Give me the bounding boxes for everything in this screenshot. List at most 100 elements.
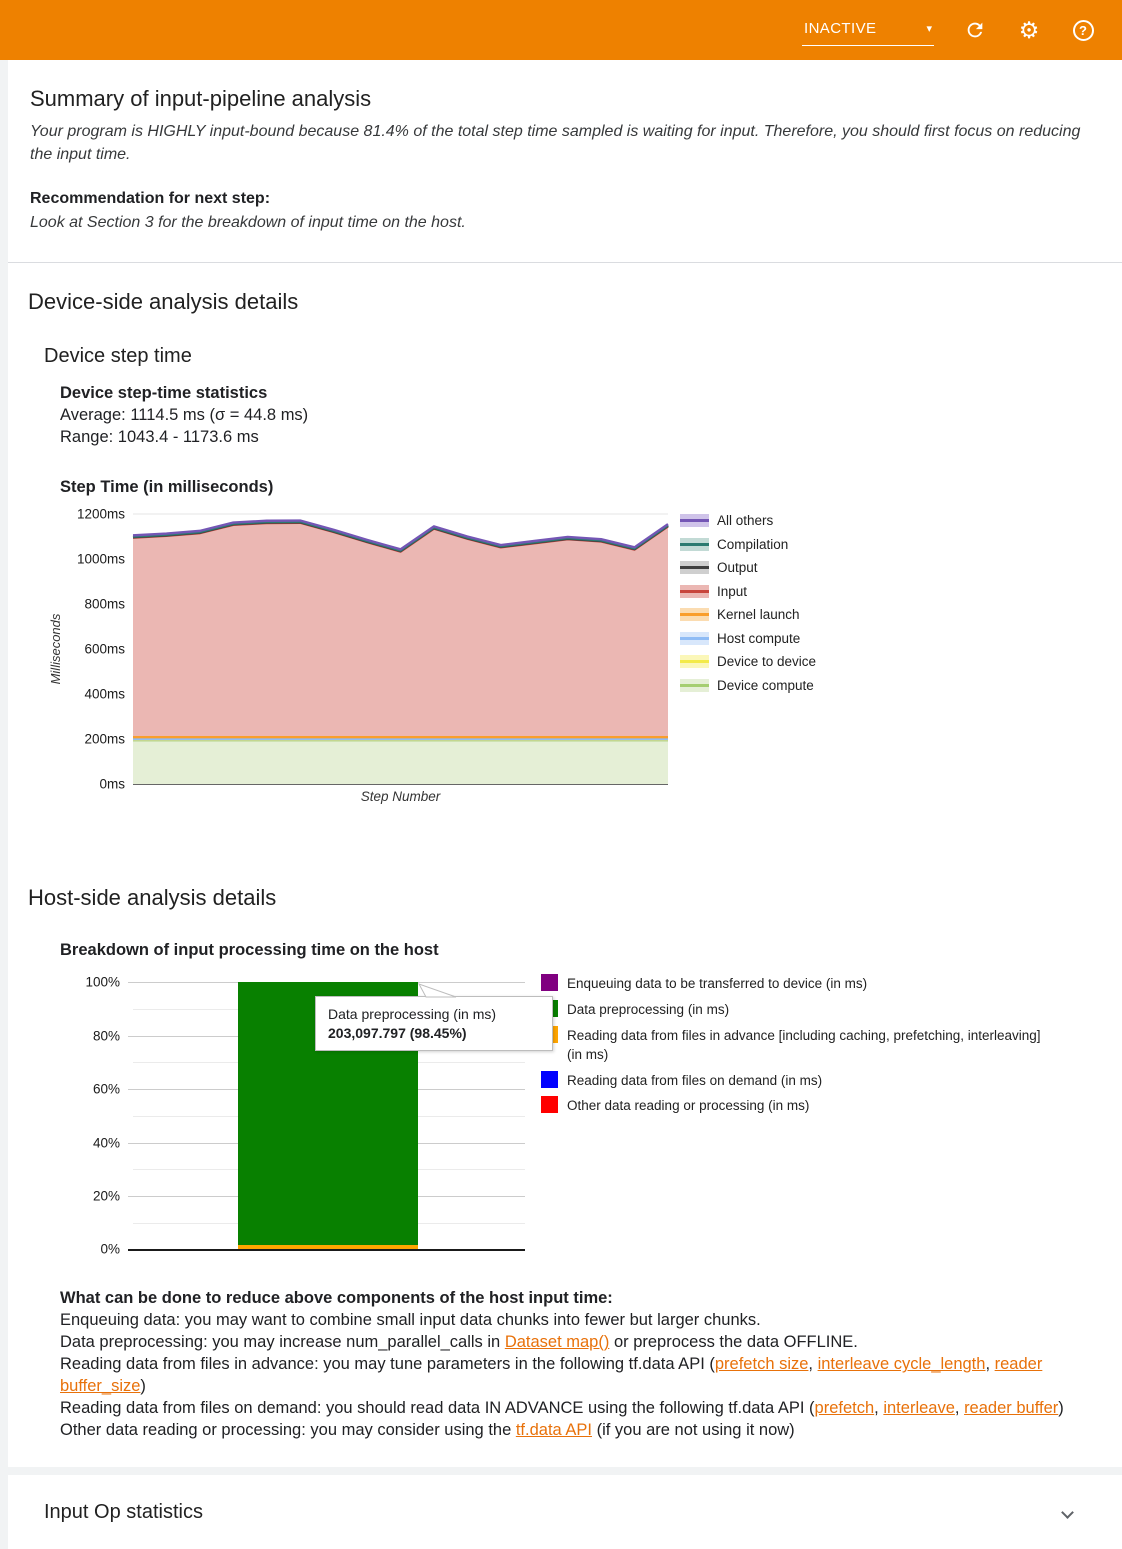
legend-swatch: [680, 632, 709, 645]
recommendation-label: Recommendation for next step:: [30, 190, 1100, 208]
bar-segment[interactable]: [238, 1245, 418, 1249]
toolbar: INACTIVE ▾ ⚙ ?: [0, 0, 1122, 60]
legend-item: Host compute: [680, 631, 816, 646]
advice-text: Reading data from files on demand: you s…: [60, 1399, 815, 1417]
legend-label: Device compute: [717, 678, 814, 693]
svg-text:Milliseconds: Milliseconds: [48, 613, 63, 684]
legend-item: Kernel launch: [680, 607, 816, 622]
y-axis-tick: 60%: [70, 1082, 120, 1097]
advice-text: Other data reading or processing: you ma…: [60, 1421, 516, 1439]
advice-text: ,: [874, 1399, 883, 1417]
advice-text: Reading data from files in advance: you …: [60, 1355, 715, 1373]
y-axis-tick: 100%: [70, 975, 120, 990]
legend-swatch: [680, 679, 709, 692]
advice-line: Enqueuing data: you may want to combine …: [60, 1310, 1072, 1332]
legend-item: All others: [680, 513, 816, 528]
run-selector-value: INACTIVE: [804, 20, 876, 37]
step-chart-legend: All others Compilation Output Input Kernel l…: [680, 513, 816, 701]
advice-text: Enqueuing data: you may want to combine …: [60, 1311, 761, 1329]
advice-line: Reading data from files on demand: you s…: [60, 1398, 1072, 1420]
legend-swatch: [680, 608, 709, 621]
doc-link[interactable]: prefetch size: [715, 1355, 809, 1373]
legend-item: Compilation: [680, 537, 816, 552]
legend-label: Device to device: [717, 654, 816, 669]
stats-range: Range: 1043.4 - 1173.6 ms: [60, 426, 1102, 448]
doc-link[interactable]: prefetch: [815, 1399, 875, 1417]
legend-item: Device to device: [680, 654, 816, 669]
legend-label: Reading data from files in advance [incl…: [567, 1026, 1047, 1065]
host-breakdown-chart[interactable]: Enqueuing data to be transferred to devi…: [70, 974, 1102, 1274]
run-selector[interactable]: INACTIVE ▾: [802, 14, 934, 46]
legend-label: Output: [717, 560, 758, 575]
legend-swatch: [541, 1071, 558, 1088]
advice-line: Reading data from files in advance: you …: [60, 1354, 1072, 1397]
recommendation-text: Look at Section 3 for the breakdown of i…: [30, 214, 1100, 232]
tooltip-label: Data preprocessing (in ms): [328, 1006, 540, 1022]
doc-link[interactable]: tf.data API: [516, 1421, 592, 1439]
y-axis-tick: 80%: [70, 1028, 120, 1043]
svg-text:800ms: 800ms: [84, 597, 125, 612]
x-axis-line: [128, 1249, 525, 1251]
y-axis-tick: 40%: [70, 1135, 120, 1150]
legend-label: Reading data from files on demand (in ms…: [567, 1071, 822, 1091]
advice-text: Data preprocessing: you may increase num…: [60, 1333, 505, 1351]
advice-text: ,: [985, 1355, 994, 1373]
analysis-section: Device-side analysis details Device step…: [8, 262, 1122, 1467]
advice-text: or preprocess the data OFFLINE.: [609, 1333, 858, 1351]
legend-label: Input: [717, 584, 747, 599]
advice-text: ,: [955, 1399, 964, 1417]
step-time-chart[interactable]: 0ms 200ms 400ms 600ms 800ms 1000ms 1200ms Milli…: [28, 505, 1102, 823]
svg-text:1200ms: 1200ms: [77, 507, 125, 522]
legend-item: Reading data from files on demand (in ms…: [541, 1071, 1121, 1091]
input-op-statistics-panel[interactable]: Input Op statistics: [8, 1475, 1122, 1549]
doc-link[interactable]: reader buffer: [964, 1399, 1058, 1417]
legend-item: Output: [680, 560, 816, 575]
doc-link[interactable]: interleave cycle_length: [818, 1355, 986, 1373]
step-time-area-chart[interactable]: 0ms 200ms 400ms 600ms 800ms 1000ms 1200ms Milli…: [46, 505, 686, 813]
advice-text: ): [140, 1377, 146, 1395]
legend-swatch: [541, 974, 558, 991]
legend-swatch: [680, 585, 709, 598]
summary-title: Summary of input-pipeline analysis: [30, 86, 1100, 112]
stats-title: Device step-time statistics: [60, 382, 1102, 404]
legend-item: Device compute: [680, 678, 816, 693]
device-step-time-title: Device step time: [44, 345, 1102, 368]
advice-line: Data preprocessing: you may increase num…: [60, 1332, 1072, 1354]
svg-text:Step Number: Step Number: [361, 789, 441, 804]
summary-body: Your program is HIGHLY input-bound becau…: [30, 120, 1088, 166]
legend-label: Data preprocessing (in ms): [567, 1000, 729, 1020]
legend-label: Enqueuing data to be transferred to devi…: [567, 974, 867, 994]
input-op-title: Input Op statistics: [44, 1501, 203, 1524]
legend-swatch: [680, 655, 709, 668]
help-icon[interactable]: ?: [1070, 17, 1096, 43]
device-section-title: Device-side analysis details: [28, 289, 1102, 315]
host-advice: What can be done to reduce above compone…: [60, 1288, 1072, 1441]
svg-text:1000ms: 1000ms: [77, 552, 125, 567]
device-step-stats: Device step-time statistics Average: 111…: [60, 382, 1102, 448]
step-chart-title: Step Time (in milliseconds): [60, 478, 1102, 497]
svg-text:400ms: 400ms: [84, 687, 125, 702]
legend-label: Kernel launch: [717, 607, 800, 622]
doc-link[interactable]: Dataset map(): [505, 1333, 610, 1351]
settings-gear-icon[interactable]: ⚙: [1016, 17, 1042, 43]
host-section-title: Host-side analysis details: [28, 885, 1102, 911]
legend-item: Reading data from files in advance [incl…: [541, 1026, 1121, 1065]
svg-text:600ms: 600ms: [84, 642, 125, 657]
host-chart-title: Breakdown of input processing time on th…: [60, 941, 1102, 960]
advice-text: (if you are not using it now): [592, 1421, 795, 1439]
advice-title: What can be done to reduce above compone…: [60, 1288, 1072, 1310]
y-axis-tick: 0%: [70, 1242, 120, 1257]
advice-text: ,: [808, 1355, 817, 1373]
doc-link[interactable]: interleave: [883, 1399, 955, 1417]
advice-line: Other data reading or processing: you ma…: [60, 1420, 1072, 1442]
svg-text:0ms: 0ms: [99, 777, 125, 792]
legend-label: Compilation: [717, 537, 788, 552]
svg-text:200ms: 200ms: [84, 732, 125, 747]
chevron-down-icon[interactable]: [1061, 1506, 1074, 1519]
refresh-icon[interactable]: [962, 17, 988, 43]
legend-swatch: [680, 561, 709, 574]
legend-item: Enqueuing data to be transferred to devi…: [541, 974, 1121, 994]
legend-label: Other data reading or processing (in ms): [567, 1096, 809, 1116]
chart-tooltip: Data preprocessing (in ms) 203,097.797 (…: [315, 996, 553, 1051]
legend-item: Other data reading or processing (in ms): [541, 1096, 1121, 1116]
